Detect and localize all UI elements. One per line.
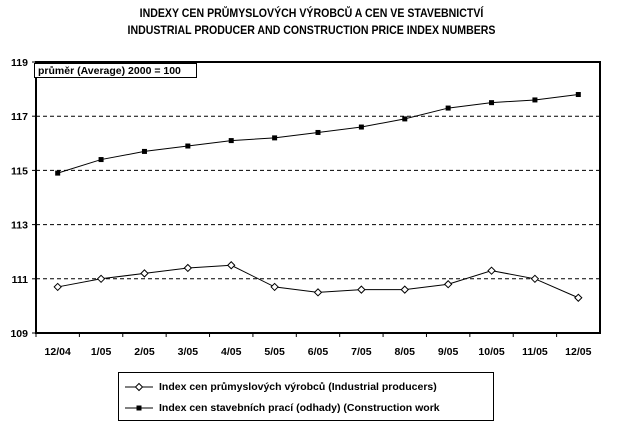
legend-label: Index cen stavebních prací (odhady) (Con…: [159, 402, 440, 414]
chart-title: INDEXY CEN PRŮMYSLOVÝCH VÝROBCŮ A CEN VE…: [139, 8, 484, 20]
data-point-industrial: [140, 269, 149, 278]
x-tick-label: 12/05: [565, 346, 591, 358]
x-tick-label: 10/05: [478, 346, 504, 358]
x-tick-label: 11/05: [522, 346, 548, 358]
x-tick-label: 6/05: [308, 346, 329, 358]
data-point-construction: [315, 129, 321, 135]
data-point-industrial: [96, 274, 106, 284]
legend-label: Index cen průmyslových výrobců (Industri…: [159, 381, 437, 393]
y-tick-label: 115: [11, 165, 28, 177]
data-point-industrial: [270, 282, 279, 292]
data-point-construction: [532, 97, 538, 103]
legend: Index cen průmyslových výrobců (Industri…: [118, 372, 494, 421]
x-tick-label: 5/05: [264, 346, 285, 358]
data-point-construction: [185, 143, 191, 149]
legend-marker-diamond-icon: [125, 382, 153, 392]
data-point-construction: [575, 92, 581, 98]
chart-subtitle: INDUSTRIAL PRODUCER AND CONSTRUCTION PRI…: [127, 25, 496, 37]
x-tick-label: 4/05: [221, 346, 242, 358]
plot-frame: [35, 61, 601, 334]
data-point-construction: [489, 100, 495, 106]
x-tick-label: 3/05: [178, 346, 199, 358]
data-point-construction: [272, 135, 278, 141]
legend-item-industrial: Index cen průmyslových výrobců (Industri…: [125, 379, 437, 395]
data-point-industrial: [574, 293, 583, 302]
x-tick-label: 2/05: [134, 346, 155, 358]
data-point-industrial: [357, 285, 366, 294]
data-point-construction: [141, 148, 147, 154]
x-tick-label: 8/05: [395, 346, 416, 358]
x-tick-label: 7/05: [351, 346, 372, 358]
data-point-industrial: [530, 274, 540, 284]
y-tick-label: 117: [11, 111, 28, 123]
data-point-construction: [228, 138, 234, 144]
legend-marker-square-icon: [125, 405, 153, 411]
data-point-industrial: [487, 266, 496, 275]
x-tick-label: 12/04: [45, 346, 71, 358]
data-point-construction: [402, 116, 408, 122]
data-point-industrial: [227, 261, 236, 270]
data-point-industrial: [313, 288, 323, 297]
data-point-industrial: [443, 280, 453, 289]
base-annotation: průměr (Average) 2000 = 100: [34, 63, 197, 78]
y-tick-label: 109: [10, 328, 28, 340]
x-tick-label: 9/05: [438, 346, 459, 358]
data-point-construction: [55, 170, 61, 176]
data-point-construction: [98, 157, 104, 163]
data-point-industrial: [183, 263, 193, 273]
x-tick-label: 1/05: [91, 346, 112, 358]
legend-item-construction: Index cen stavebních prací (odhady) (Con…: [125, 400, 440, 416]
data-point-construction: [445, 105, 451, 111]
data-point-industrial: [400, 285, 409, 294]
data-point-industrial: [53, 282, 62, 292]
y-tick-label: 111: [12, 274, 29, 286]
y-tick-label: 113: [11, 220, 28, 232]
data-point-construction: [358, 124, 364, 130]
y-tick-label: 119: [11, 57, 28, 69]
